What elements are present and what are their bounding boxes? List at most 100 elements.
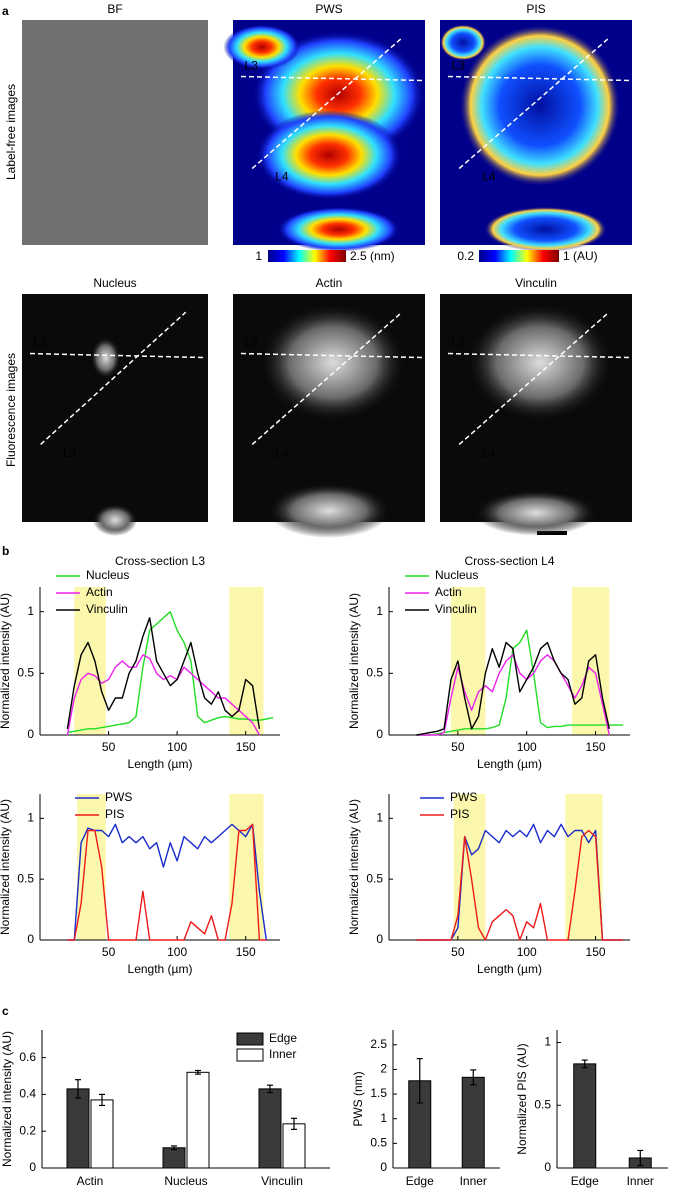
colorbar (479, 250, 559, 262)
x-axis-label: Length (µm) (477, 962, 542, 976)
y-tick-label: 0 (376, 727, 383, 741)
x-tick-label: 100 (167, 740, 187, 754)
image-feature (267, 483, 391, 538)
legend-label: Actin (435, 585, 462, 599)
y-axis-label: Normalized intensity (AU) (0, 1031, 14, 1167)
legend-label: PIS (105, 807, 124, 821)
section-label: L3 (245, 336, 259, 350)
image-feature (459, 24, 621, 187)
legend-label: Inner (269, 1047, 296, 1061)
y-tick-label: 1 (27, 604, 34, 618)
colorbar-label: 1 (AU) (563, 249, 598, 263)
section-label: L4 (275, 446, 289, 460)
section-line (447, 75, 631, 82)
y-tick-label: 1 (544, 1035, 551, 1049)
panel-label: a (2, 4, 9, 18)
y-tick-label: 0 (544, 1160, 551, 1174)
y-tick-label: 0.5 (534, 1097, 551, 1111)
section-label: L4 (482, 446, 496, 460)
y-axis-label: Normalized intensity (AU) (0, 593, 12, 729)
x-tick-label: 150 (586, 740, 606, 754)
error-bar (637, 1149, 644, 1167)
section-label: L3 (452, 336, 466, 350)
y-tick-label: 0 (27, 727, 34, 741)
x-tick-label: Vinculin (261, 1174, 303, 1188)
legend-swatch (236, 1048, 264, 1062)
x-axis-label: Length (µm) (128, 962, 193, 976)
panel-label: c (2, 1004, 9, 1018)
row-label: Label-free images (4, 84, 18, 180)
section-line (240, 352, 424, 359)
y-tick-label: 2.5 (370, 1037, 387, 1051)
colorbar-label: 2.5 (nm) (350, 249, 395, 263)
image-feature (277, 206, 401, 252)
error-bar (470, 1069, 477, 1086)
series-line (66, 617, 261, 729)
image-feature (466, 303, 613, 422)
y-axis-label: Normalized intensity (AU) (347, 799, 361, 935)
section-label: L3 (452, 59, 466, 73)
section-line (40, 311, 187, 446)
error-bar (75, 1079, 81, 1099)
legend-label: Vinculin (435, 602, 477, 616)
legend-label: Edge (269, 1031, 297, 1045)
row-label: Fluorescence images (4, 353, 18, 467)
y-tick-label: 0.2 (19, 1123, 36, 1137)
image-title: Actin (316, 276, 343, 290)
y-tick-label: 0.4 (19, 1087, 36, 1101)
colorbar (268, 250, 346, 262)
chart-title: Cross-section L4 (464, 554, 554, 568)
section-line (240, 75, 424, 82)
y-axis-label: Normalized intensity (AU) (0, 799, 12, 935)
y-tick-label: 1.5 (370, 1086, 387, 1100)
error-bar (171, 1145, 177, 1151)
section-line (251, 37, 403, 170)
image-feature (474, 490, 598, 536)
legend-label: PWS (450, 790, 477, 804)
highlight (229, 587, 264, 735)
bar (461, 1076, 485, 1169)
error-bar (416, 1057, 423, 1104)
y-tick-label: 0 (376, 932, 383, 946)
y-tick-label: 1 (380, 1111, 387, 1125)
y-tick-label: 0 (27, 932, 34, 946)
y-axis-label: PWS (nm) (351, 1071, 365, 1126)
legend-label: Nucleus (435, 568, 478, 582)
x-tick-label: Inner (460, 1174, 487, 1188)
section-label: L4 (275, 170, 289, 184)
image-title: PIS (526, 2, 545, 16)
section-line (251, 311, 403, 446)
x-tick-label: 100 (517, 740, 537, 754)
x-tick-label: 150 (236, 740, 256, 754)
section-label: L3 (245, 59, 259, 73)
image-feature (92, 504, 138, 536)
section-label: L4 (63, 446, 77, 460)
section-line (458, 311, 610, 446)
y-tick-label: 0.5 (17, 871, 34, 885)
y-tick-label: 1 (376, 811, 383, 825)
y-tick-label: 0.5 (366, 666, 383, 680)
series-line (416, 654, 610, 736)
x-tick-label: 100 (517, 945, 537, 959)
x-tick-label: 50 (102, 740, 116, 754)
y-tick-label: 0.5 (370, 1136, 387, 1150)
series-line (67, 823, 267, 941)
x-tick-label: 150 (586, 945, 606, 959)
x-tick-label: Nucleus (164, 1174, 207, 1188)
x-tick-label: 150 (236, 945, 256, 959)
x-tick-label: Actin (77, 1174, 104, 1188)
y-tick-label: 0.6 (19, 1050, 36, 1064)
bar (66, 1088, 90, 1169)
y-tick-label: 0 (380, 1160, 387, 1174)
series-line (416, 641, 610, 736)
x-tick-label: Edge (571, 1174, 599, 1188)
bar (282, 1123, 306, 1169)
y-tick-label: 1 (376, 604, 383, 618)
image-feature (223, 24, 301, 70)
y-tick-label: 0.5 (17, 666, 34, 680)
x-axis-label: Length (µm) (477, 757, 542, 771)
series-line (67, 823, 267, 941)
legend-label: Nucleus (86, 568, 129, 582)
legend-swatch (236, 1032, 264, 1046)
section-label: L4 (482, 170, 496, 184)
